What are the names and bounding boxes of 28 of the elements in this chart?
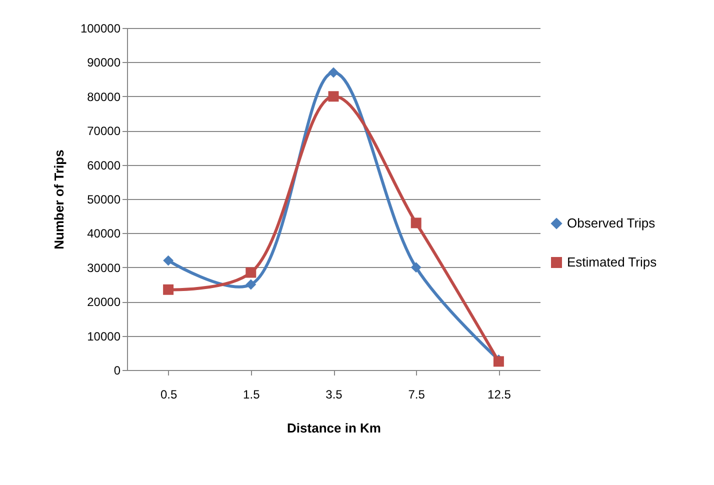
point xyxy=(163,284,174,295)
point xyxy=(410,218,422,228)
y-tick-label: 80000 xyxy=(87,90,121,104)
y-axis-title: Number of Trips xyxy=(51,150,66,250)
point xyxy=(328,67,339,78)
legend-label: Estimated Trips xyxy=(567,254,658,270)
legend-label: Observed Trips xyxy=(567,216,656,230)
x-axis-title: Distance in Km xyxy=(287,420,381,436)
y-tick-label: 90000 xyxy=(87,56,121,70)
x-tick-label: 1.5 xyxy=(243,388,260,402)
y-tick-label: 50000 xyxy=(87,192,121,206)
x-tick-label: 7.5 xyxy=(408,388,426,402)
y-tick-label: 0 xyxy=(114,364,121,378)
x-tick-label: 0.5 xyxy=(160,388,178,402)
point xyxy=(246,279,256,290)
x-tick-label: 12.5 xyxy=(488,388,512,402)
y-tick-label: 30000 xyxy=(87,260,121,275)
y-tick-label: 60000 xyxy=(87,158,121,172)
point xyxy=(410,262,422,273)
y-tick-label: 40000 xyxy=(87,226,121,241)
x-tick-label: 3.5 xyxy=(326,388,343,402)
y-tick-label: 10000 xyxy=(87,329,121,344)
point xyxy=(246,267,256,278)
y-tick-label: 100000 xyxy=(80,22,121,36)
y-tick-label: 70000 xyxy=(87,124,121,138)
y-tick-label: 20000 xyxy=(87,295,121,310)
point xyxy=(163,255,174,266)
point xyxy=(328,91,339,102)
